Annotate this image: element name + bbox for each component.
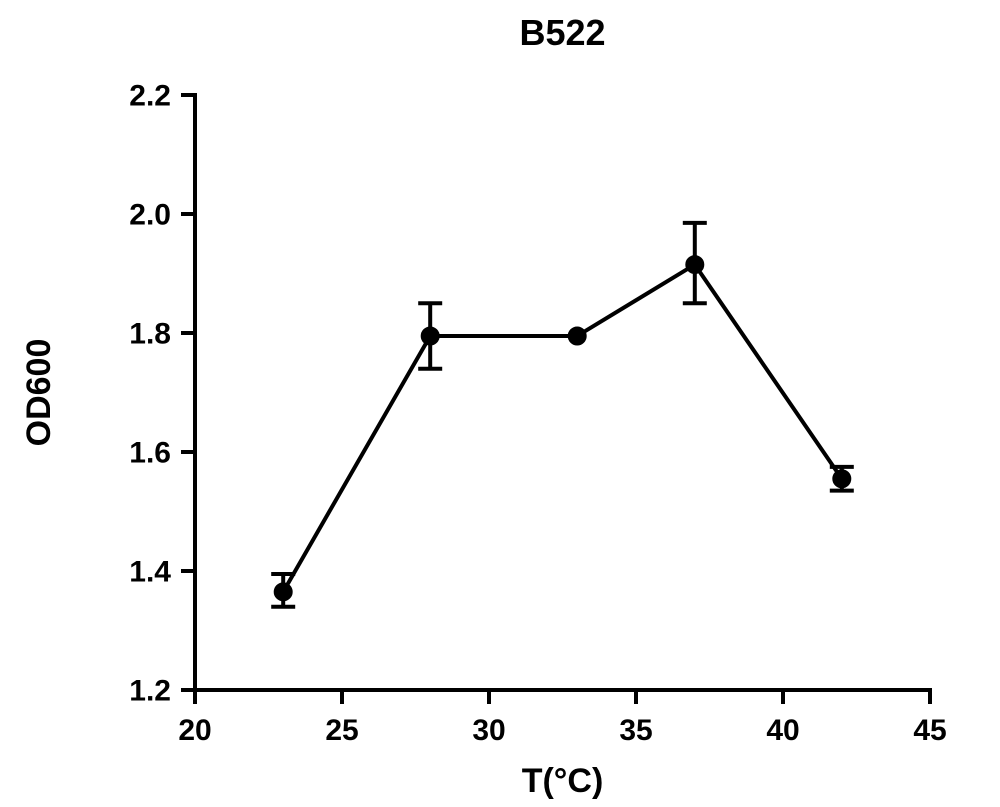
- y-tick-label: 1.2: [129, 675, 171, 708]
- data-marker: [686, 256, 704, 274]
- x-tick-label: 35: [619, 714, 652, 747]
- y-tick-label: 2.0: [129, 199, 171, 232]
- data-marker: [833, 470, 851, 488]
- data-marker: [274, 583, 292, 601]
- y-tick-label: 2.2: [129, 80, 171, 113]
- y-tick-label: 1.6: [129, 437, 171, 470]
- y-tick-label: 1.4: [129, 556, 171, 589]
- x-tick-label: 25: [325, 714, 358, 747]
- x-tick-label: 20: [178, 714, 211, 747]
- chart-title: B522: [519, 12, 605, 53]
- x-axis-label: T(°C): [522, 762, 604, 800]
- y-axis-label: OD600: [20, 339, 58, 447]
- data-marker: [421, 327, 439, 345]
- x-tick-label: 45: [913, 714, 946, 747]
- x-tick-label: 30: [472, 714, 505, 747]
- y-tick-label: 1.8: [129, 318, 171, 351]
- chart-container: 20 25 30 35 40 45 1.2 1.4 1.6 1.8 2.0 2.2 B522 T(°C) O…: [0, 0, 1000, 807]
- data-marker: [568, 327, 586, 345]
- x-tick-label: 40: [766, 714, 799, 747]
- chart-svg: 20 25 30 35 40 45 1.2 1.4 1.6 1.8 2.0 2.2 B522 T(°C) O…: [0, 0, 1000, 807]
